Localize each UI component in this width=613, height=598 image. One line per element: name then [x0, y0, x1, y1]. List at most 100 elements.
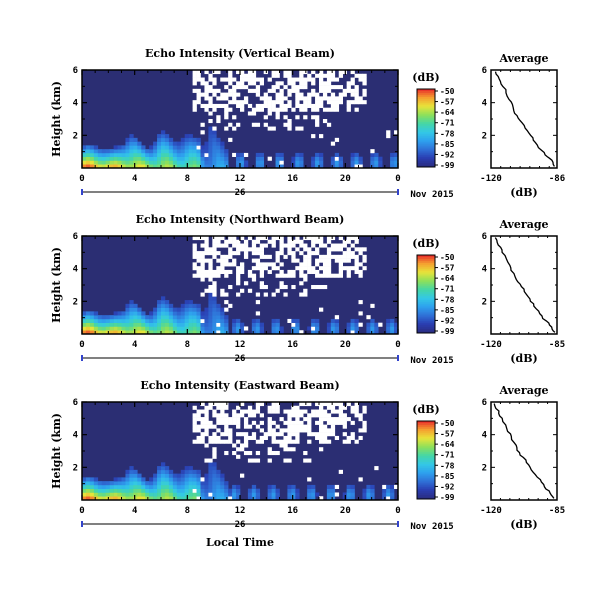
heatmap-cell [228, 303, 233, 308]
heatmap-cell [117, 496, 122, 501]
heatmap-cell [168, 484, 174, 489]
heatmap-cell [307, 269, 312, 274]
heatmap-cell [172, 330, 178, 335]
heatmap-cell [129, 488, 134, 493]
heatmap-cell [97, 481, 103, 486]
average-line [493, 403, 555, 499]
y-axis-label: Height (km) [50, 247, 63, 323]
heatmap-cell [93, 318, 99, 323]
heatmap-cell [326, 262, 332, 267]
heatmap-cell [319, 243, 324, 248]
heatmap-cell [382, 496, 387, 501]
heatmap-cell [303, 243, 308, 248]
heatmap-cell [172, 160, 178, 165]
heatmap-cell [255, 122, 261, 127]
heatmap-cell [200, 77, 205, 82]
heatmap-cell [291, 428, 296, 433]
heatmap-cell [330, 92, 336, 97]
x-tick-label: 0 [395, 340, 400, 350]
heatmap-cell [267, 488, 272, 493]
colorbar-tick-label: -85 [440, 472, 455, 481]
heatmap-cell [326, 405, 332, 410]
heatmap-cell [311, 488, 316, 493]
heatmap-cell [212, 103, 217, 108]
heatmap-cell [291, 81, 296, 86]
heatmap-cell [212, 330, 217, 335]
heatmap-cell [243, 160, 249, 165]
heatmap-cell [157, 307, 162, 312]
heatmap-cell [295, 258, 300, 263]
heatmap-cell [232, 243, 237, 248]
heatmap-cell [267, 409, 272, 414]
heatmap-cell [240, 262, 245, 267]
heatmap-cell [354, 269, 359, 274]
colorbar-segment [417, 128, 435, 131]
heatmap-cell [212, 288, 217, 293]
heatmap-cell [224, 322, 229, 327]
heatmap-cell [200, 481, 205, 486]
heatmap-cell [247, 77, 253, 82]
heatmap-cell [259, 439, 264, 444]
heatmap-cell [370, 160, 375, 165]
heatmap-cells [82, 402, 399, 501]
heatmap-cell [137, 318, 142, 323]
heatmap-cell [295, 413, 300, 418]
heatmap-cell [220, 473, 225, 478]
colorbar-segment [417, 141, 435, 144]
heatmap-cell [208, 462, 213, 467]
heatmap-cell [176, 160, 182, 165]
heatmap-cell [390, 156, 395, 161]
heatmap-cell [101, 318, 106, 323]
heatmap-cell [129, 300, 134, 305]
heatmap-cell [200, 477, 205, 482]
heatmap-cell [283, 273, 288, 278]
heatmap-cell [236, 70, 241, 75]
heatmap-cell [322, 439, 328, 444]
heatmap-cell [287, 488, 292, 493]
heatmap-cell [176, 326, 182, 331]
heatmap-cell [101, 484, 106, 489]
colorbar-tick-label: -71 [440, 451, 455, 460]
heatmap-cell [228, 432, 233, 437]
heatmap-cell [362, 488, 367, 493]
heatmap-cell [216, 318, 221, 323]
heatmap-cell [283, 96, 288, 101]
heatmap-cell [180, 326, 185, 331]
heatmap-cell [267, 254, 272, 259]
heatmap-cell [271, 409, 276, 414]
heatmap-cell [330, 420, 336, 425]
heatmap-cell [117, 318, 122, 323]
heatmap-cell [295, 160, 300, 165]
heatmap-cell [196, 137, 201, 142]
heatmap-cell [338, 273, 343, 278]
heatmap-cell [200, 103, 205, 108]
heatmap-cell [145, 488, 150, 493]
heatmap-cell [370, 303, 375, 308]
heatmap-cell [283, 70, 288, 75]
heatmap-cell [354, 88, 359, 93]
heatmap-cell [283, 435, 288, 440]
heatmap-cell [255, 164, 261, 169]
heatmap-cell [196, 496, 201, 501]
heatmap-cell [338, 160, 343, 165]
heatmap-cell [153, 322, 158, 327]
heatmap-cell [97, 315, 103, 320]
heatmap-cell [133, 322, 138, 327]
heatmap-cell [240, 243, 245, 248]
heatmap-cell [192, 81, 197, 86]
heatmap-cell [220, 318, 225, 323]
heatmap-cell [283, 85, 288, 90]
colorbar: (dB)-50-57-64-71-78-85-92-99 [412, 71, 454, 170]
heatmap-cell [240, 247, 245, 252]
heatmap-cell [255, 247, 261, 252]
heatmap-cell [216, 156, 221, 161]
heatmap-cell [180, 145, 185, 150]
heatmap-cell [350, 484, 355, 489]
colorbar-segment [417, 485, 435, 488]
heatmap-cell [307, 326, 312, 331]
heatmap-cell [232, 492, 237, 497]
heatmap-cell [370, 156, 375, 161]
heatmap-cell [97, 496, 103, 501]
heatmap-cell [196, 251, 201, 256]
heatmap-cell [326, 330, 332, 335]
